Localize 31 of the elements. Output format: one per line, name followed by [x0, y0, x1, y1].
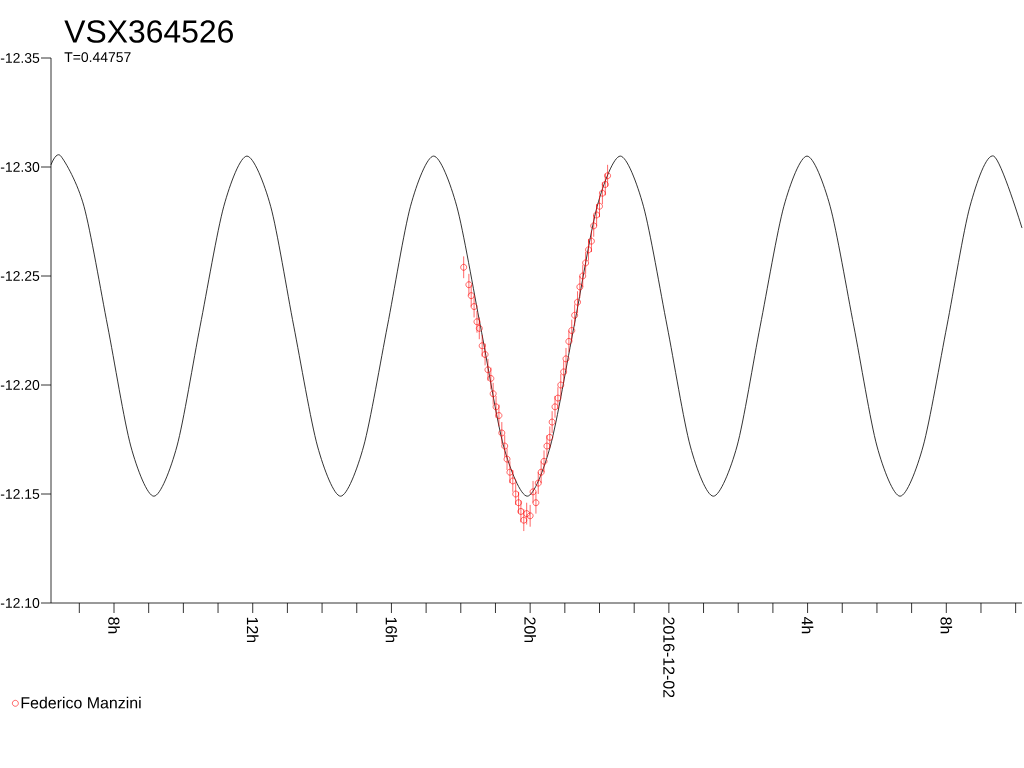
- y-tick-label: -12.30: [0, 162, 40, 172]
- point: [481, 351, 489, 358]
- x-tick-label: 2016-12-02: [663, 617, 675, 698]
- point: [546, 434, 554, 441]
- point: [562, 355, 570, 363]
- point: [532, 499, 540, 507]
- y-tick-label: -12.10: [0, 598, 40, 608]
- point: [470, 303, 478, 310]
- point: [574, 298, 581, 306]
- point: [604, 172, 611, 180]
- y-tick-label: -12.20: [0, 380, 40, 390]
- point: [460, 263, 467, 271]
- x-tick-label: 20h: [524, 617, 536, 643]
- point: [588, 237, 595, 245]
- point: [495, 412, 503, 419]
- point: [487, 375, 495, 382]
- y-tick-label: -12.35: [0, 53, 40, 63]
- y-tick-label: -12.15: [0, 489, 40, 499]
- point: [476, 325, 483, 332]
- x-tick-label: 4h: [801, 616, 814, 634]
- legend-label: Federico Manzini: [21, 696, 141, 709]
- point: [540, 458, 548, 465]
- x-tick-label: 8h: [108, 617, 120, 634]
- x-tick-label: 12h: [246, 617, 259, 643]
- x-tick-label: 16h: [385, 617, 398, 643]
- y-tick-label: -12.25: [0, 271, 40, 281]
- chart-title: VSX364526: [64, 20, 233, 43]
- point: [548, 418, 556, 426]
- chart-subtitle: T=0.44757: [64, 52, 131, 63]
- point: [568, 327, 576, 334]
- x-tick-label: 8h: [940, 617, 953, 634]
